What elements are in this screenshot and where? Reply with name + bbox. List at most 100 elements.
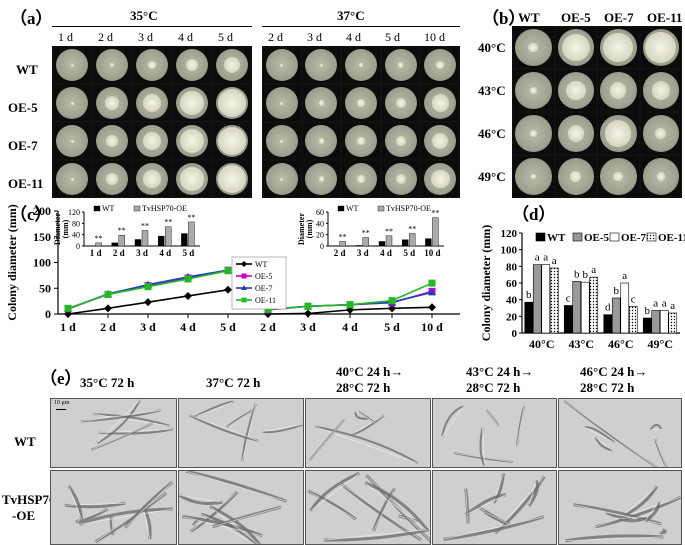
bar	[659, 310, 669, 334]
fungal-colony	[359, 63, 363, 67]
petri-plate	[133, 85, 171, 121]
petri-dish	[557, 29, 594, 66]
legend-label: WT	[547, 232, 566, 244]
significance-letter: a	[552, 255, 557, 267]
panel-a-row-label: WT	[16, 62, 38, 77]
significance-mark: **	[362, 229, 370, 238]
inset-y-label: Diameter	[53, 213, 62, 245]
inset-bar	[425, 238, 432, 247]
significance-letter: a	[591, 264, 596, 276]
petri-plate	[598, 27, 639, 68]
petri-plate	[263, 47, 301, 83]
significance-mark: **	[141, 221, 149, 230]
fungal-colony	[318, 138, 325, 144]
petri-plate	[513, 27, 554, 68]
inset-bar	[134, 239, 142, 247]
petri-dish	[305, 87, 338, 119]
petri-plate	[263, 123, 301, 159]
petri-dish	[56, 49, 88, 81]
fungal-colony	[645, 31, 677, 64]
significance-letter: b	[645, 305, 651, 317]
hyphae-drawing	[80, 399, 174, 451]
panel-e-cond-5a: 46°C 24 h→	[580, 364, 648, 379]
fungal-colony	[395, 173, 406, 185]
inset-legend-label: TvHSP70-OE	[142, 204, 187, 213]
petri-plate	[555, 27, 596, 68]
inset-y-tick-label: 20	[316, 231, 324, 240]
fungal-colony	[610, 82, 627, 99]
hyphae-drawing	[179, 471, 288, 544]
x-tick-label: 5 d	[220, 320, 236, 334]
significance-letter: a	[670, 300, 675, 312]
fungal-colony	[318, 176, 325, 182]
x-tick-label: 3 d	[300, 320, 316, 334]
panel-a-temp-37: 37°C	[337, 8, 365, 23]
y-tick-label: 0	[45, 307, 51, 321]
petri-plate	[302, 123, 341, 159]
y-axis-label: Colony diameter (mm)	[479, 225, 493, 341]
panel-e-cond-3b: 28°C 72 h	[336, 380, 391, 395]
fungal-colony	[528, 42, 539, 53]
petri-plate	[598, 113, 639, 154]
data-point	[224, 267, 232, 275]
data-point	[388, 304, 396, 313]
hyphae-drawing	[64, 481, 174, 544]
inset-bar	[118, 235, 126, 247]
petri-plate	[93, 123, 131, 159]
bar	[580, 281, 590, 334]
fungal-colony	[613, 171, 624, 182]
petri-dish	[515, 72, 552, 109]
significance-letter: a	[653, 298, 658, 310]
fungal-colony	[398, 62, 404, 68]
panel-a-row-label: OE-7	[8, 138, 38, 153]
petri-plate	[421, 123, 459, 159]
data-point	[428, 288, 436, 296]
inset-y-label: (mm)	[61, 219, 70, 238]
petri-plate	[342, 85, 380, 121]
panel-b-column-label: WT	[518, 10, 540, 25]
petri-plate	[342, 47, 380, 83]
petri-plate	[133, 123, 171, 159]
inset-x-tick-label: 4 d	[380, 248, 392, 258]
panel-d-label: （d）	[512, 205, 556, 224]
fungal-colony	[280, 63, 284, 67]
fungal-colony	[318, 100, 325, 106]
bar	[549, 267, 559, 334]
x-tick-label: 1 d	[60, 320, 76, 334]
x-tick-label: 49°C	[648, 337, 673, 351]
petri-plate	[640, 70, 681, 111]
data-point	[428, 303, 436, 312]
panel-b-column-label: OE-7	[604, 10, 634, 25]
fungal-colony	[180, 167, 204, 191]
data-point	[304, 302, 312, 310]
bar	[603, 314, 613, 334]
petri-dish	[557, 115, 594, 152]
panel-a-day-label: 4 d	[178, 30, 193, 44]
petri-dish	[344, 87, 377, 119]
petri-plate	[173, 161, 211, 197]
panel-e-label: （e）	[40, 369, 82, 388]
y-tick-label: 120	[501, 228, 518, 240]
petri-dish	[56, 163, 88, 195]
significance-letter: b	[526, 289, 532, 301]
petri-plate	[53, 161, 91, 197]
petri-dish	[96, 163, 128, 195]
micrograph	[178, 470, 304, 545]
data-point	[144, 283, 152, 291]
petri-plate	[53, 85, 91, 121]
petri-plate	[213, 85, 251, 121]
petri-dish	[96, 49, 128, 81]
fungal-colony	[179, 128, 205, 154]
petri-dish	[176, 87, 208, 119]
fungal-colony	[357, 137, 365, 145]
bar	[651, 310, 661, 334]
bar	[532, 264, 542, 334]
significance-letter: a	[622, 270, 627, 282]
inset-bar	[378, 241, 386, 247]
petri-plate	[381, 161, 420, 197]
bar	[524, 301, 534, 334]
panel-e-row-oe-2: -OE	[12, 508, 36, 523]
legend-swatch	[572, 232, 583, 242]
inset-y-tick-label: 0	[76, 242, 80, 251]
significance-letter: d	[605, 302, 611, 314]
